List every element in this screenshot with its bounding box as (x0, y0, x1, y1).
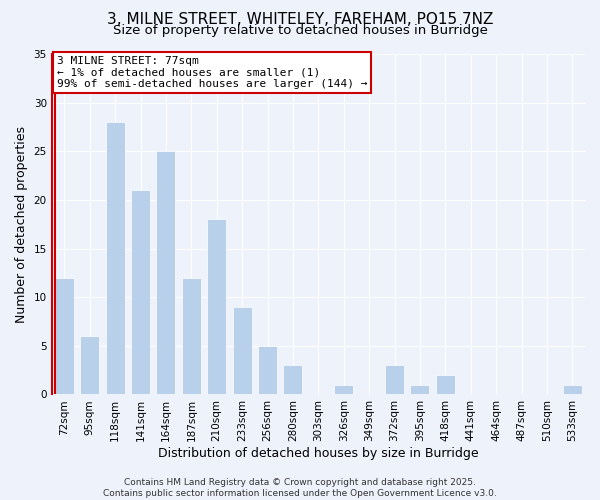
Text: 3, MILNE STREET, WHITELEY, FAREHAM, PO15 7NZ: 3, MILNE STREET, WHITELEY, FAREHAM, PO15… (107, 12, 493, 28)
Bar (436, 375, 455, 394)
Bar (563, 384, 582, 394)
Bar (385, 366, 404, 394)
Bar (283, 366, 302, 394)
Bar (258, 346, 277, 395)
Bar (410, 384, 430, 394)
Bar (131, 190, 150, 394)
Bar (106, 122, 125, 394)
Y-axis label: Number of detached properties: Number of detached properties (15, 126, 28, 322)
Bar (80, 336, 99, 394)
Text: Size of property relative to detached houses in Burridge: Size of property relative to detached ho… (113, 24, 487, 37)
Text: Contains HM Land Registry data © Crown copyright and database right 2025.
Contai: Contains HM Land Registry data © Crown c… (103, 478, 497, 498)
Text: 3 MILNE STREET: 77sqm
← 1% of detached houses are smaller (1)
99% of semi-detach: 3 MILNE STREET: 77sqm ← 1% of detached h… (57, 56, 367, 89)
Bar (55, 278, 74, 394)
Bar (182, 278, 201, 394)
Bar (334, 384, 353, 394)
X-axis label: Distribution of detached houses by size in Burridge: Distribution of detached houses by size … (158, 447, 479, 460)
Bar (157, 152, 175, 394)
Bar (233, 307, 251, 394)
Bar (207, 220, 226, 394)
